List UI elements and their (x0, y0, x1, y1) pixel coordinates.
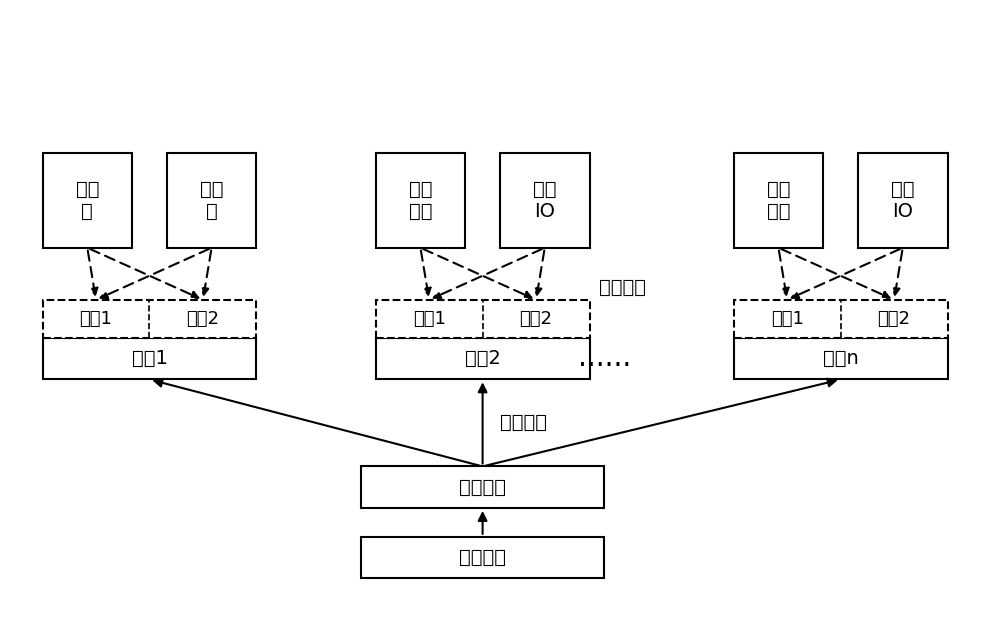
Text: 监测数据: 监测数据 (459, 478, 506, 497)
Text: ......: ...... (578, 344, 631, 372)
Text: 节点映射: 节点映射 (500, 413, 547, 432)
Text: 数据2: 数据2 (520, 310, 553, 328)
Bar (734, 300, 948, 338)
Text: 电机
IO: 电机 IO (533, 180, 557, 221)
Bar (361, 467, 604, 508)
Text: 节点1: 节点1 (132, 349, 167, 368)
Bar (734, 153, 823, 248)
Text: 数据1: 数据1 (80, 310, 112, 328)
Bar (167, 153, 256, 248)
Text: 数据映射: 数据映射 (599, 278, 646, 297)
Text: 数据2: 数据2 (878, 310, 911, 328)
Bar (376, 153, 465, 248)
Bar (376, 338, 590, 379)
Bar (858, 153, 948, 248)
Bar (43, 153, 132, 248)
Text: 数据1: 数据1 (413, 310, 446, 328)
Text: 电机
IO: 电机 IO (891, 180, 915, 221)
Bar (43, 300, 256, 338)
Bar (43, 338, 256, 379)
Bar (376, 300, 590, 338)
Bar (500, 153, 590, 248)
Bar (734, 338, 948, 379)
Text: 数据1: 数据1 (771, 310, 804, 328)
Text: 输入
量: 输入 量 (76, 180, 99, 221)
Text: 节点2: 节点2 (465, 349, 501, 368)
Text: 电机
位置: 电机 位置 (409, 180, 432, 221)
Bar (361, 537, 604, 578)
Text: 节点n: 节点n (823, 349, 858, 368)
Text: 电机
速度: 电机 速度 (767, 180, 790, 221)
Text: 总线数据: 总线数据 (459, 548, 506, 567)
Text: 输出
量: 输出 量 (200, 180, 223, 221)
Text: 数据2: 数据2 (186, 310, 219, 328)
